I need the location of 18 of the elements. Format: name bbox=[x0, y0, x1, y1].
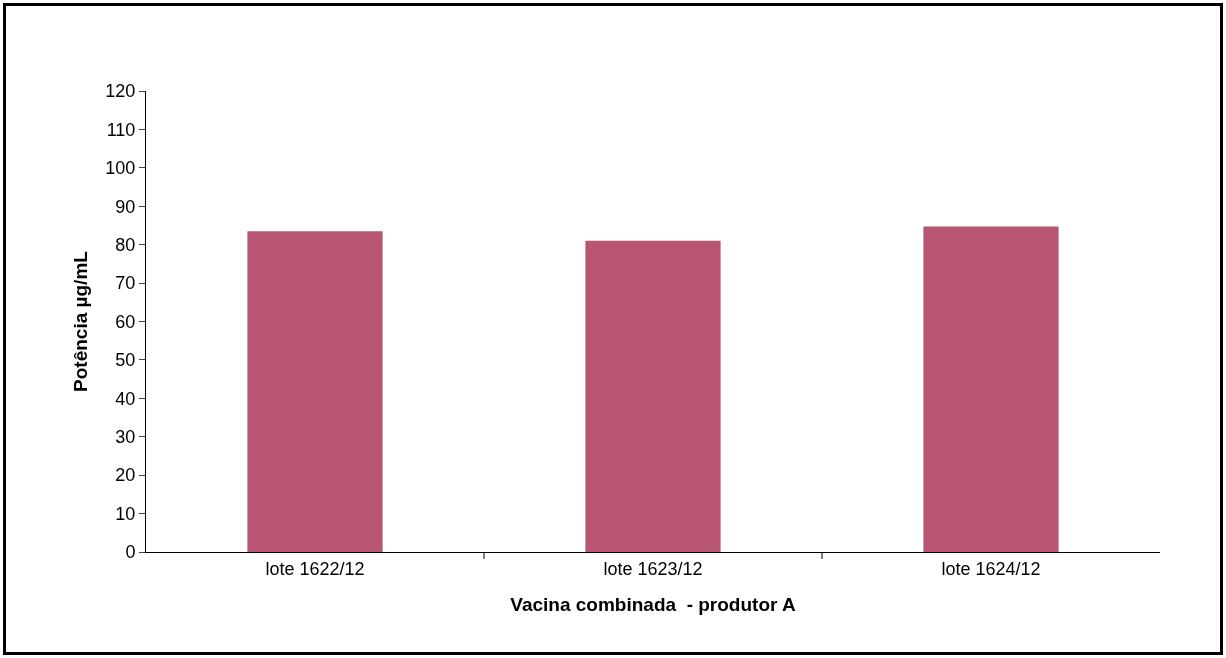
y-tick-label: 30 bbox=[115, 427, 136, 448]
y-tick-label: 120 bbox=[105, 81, 136, 102]
y-axis-title: Potência µg/mL bbox=[70, 250, 92, 392]
y-tick-label: 60 bbox=[115, 311, 136, 332]
x-tick-label: lote 1624/12 bbox=[941, 558, 1041, 579]
y-tick-label: 70 bbox=[115, 273, 136, 294]
y-tick-label: 110 bbox=[106, 119, 136, 140]
y-tick-label: 20 bbox=[115, 465, 136, 486]
x-tick-label: lote 1622/12 bbox=[265, 558, 365, 579]
y-tick-label: 0 bbox=[125, 542, 136, 563]
y-tick-label: 40 bbox=[115, 388, 136, 409]
y-tick-label: 10 bbox=[115, 503, 136, 524]
x-axis-title: Vacina combinada - produtor A bbox=[510, 594, 796, 616]
y-tick-label: 50 bbox=[115, 350, 136, 371]
y-tick-label: 90 bbox=[115, 196, 136, 217]
y-tick-label: 100 bbox=[105, 158, 136, 179]
y-tick-label: 80 bbox=[115, 234, 136, 255]
x-tick-label: lote 1623/12 bbox=[603, 558, 703, 579]
